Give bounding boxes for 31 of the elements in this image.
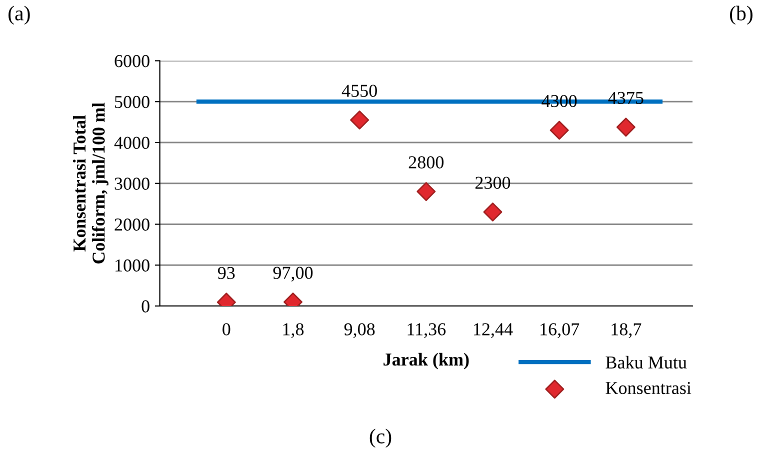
legend-label: Baku Mutu [606,356,687,369]
y-tick-label: 6000 [114,55,150,68]
y-tick-label: 5000 [115,96,150,108]
point [483,202,502,222]
point [416,182,436,202]
x-tick-label: 11,36 [408,323,446,338]
data-label: 97,00 [273,266,313,282]
x-axis-title: Jarak (km) [384,352,469,370]
point [550,120,569,140]
data-label: 2300 [475,176,510,189]
data-label: 4550 [342,84,377,97]
y-tick-label: 4000 [114,136,150,149]
x-tick-label: 16,07 [540,323,580,338]
point [350,110,370,130]
y-tick-label: 0 [142,300,150,312]
y-tick-label: 3000 [114,178,150,190]
legend-label: Konsentrasi [606,382,692,394]
point [616,118,636,137]
text: (a) [8,6,30,25]
data-label: 2800 [408,156,444,168]
x-tick-label: 0 [222,323,230,336]
x-tick-label: 1,8 [283,323,304,338]
data-label: 93 [218,266,235,280]
y-tick-label: 1000 [116,259,150,272]
text: (c) [370,428,392,448]
x-tick-label: 9,08 [344,323,375,338]
x-tick-label: 18,7 [612,323,642,338]
y-tick-label: 2000 [114,218,150,231]
x-tick-label: 12,44 [474,323,513,338]
y-axis-title: Konsentrasi Total Coliform, jml/100 ml [72,102,108,264]
text: (b) [730,6,752,25]
